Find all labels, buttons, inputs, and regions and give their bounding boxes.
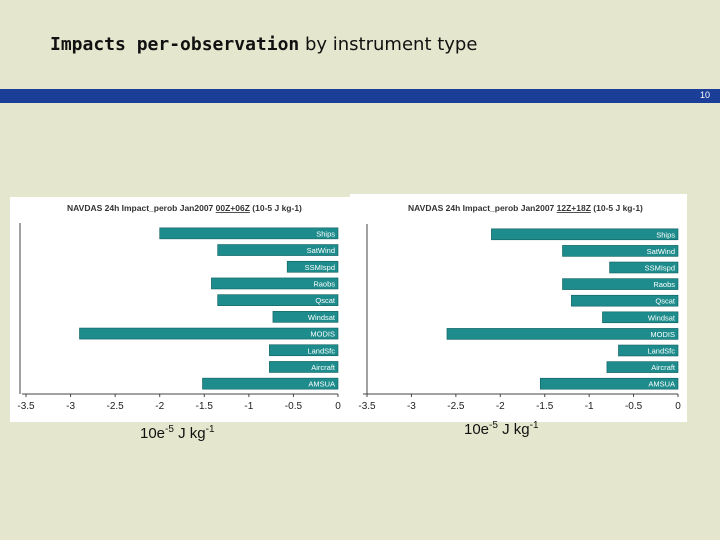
bar-label-qscat: Qscat	[315, 296, 336, 305]
bar-raobs	[211, 277, 339, 290]
chart-panel-00z-06z: NAVDAS 24h Impact_perob Jan2007 00Z+06Z …	[10, 197, 350, 422]
bar-label-ships: Ships	[656, 230, 675, 239]
header-divider-bar	[0, 89, 720, 103]
bar-landsfc	[618, 344, 679, 357]
x-tick-label: -2.5	[447, 401, 465, 412]
bar-label-amsua: AMSUA	[308, 380, 335, 389]
bar-label-qscat: Qscat	[655, 297, 676, 306]
x-unit-label-left: 10e-5 J kg-1	[140, 424, 215, 442]
bar-label-raobs: Raobs	[653, 280, 675, 289]
bar-ships	[491, 228, 679, 241]
x-tick-label: -1	[585, 401, 594, 412]
slide-title: Impacts per-observation by instrument ty…	[50, 34, 477, 56]
x-tick-label: -1.5	[536, 401, 554, 412]
bar-label-landsfc: LandSfc	[307, 346, 335, 355]
x-tick-label: -2.5	[107, 401, 125, 412]
bar-aircraft	[269, 361, 339, 373]
slide-title-bold: Impacts per-observation	[50, 34, 300, 55]
bar-label-amsua: AMSUA	[648, 380, 675, 389]
bar-modis	[79, 327, 339, 340]
bar-label-windsat: Windsat	[308, 313, 336, 322]
bar-qscat	[217, 294, 339, 306]
x-unit-label-right: 10e-5 J kg-1	[464, 420, 539, 438]
x-tick-label: -1	[244, 401, 253, 412]
bar-ssmispd	[286, 260, 339, 273]
chart-title: NAVDAS 24h Impact_perob Jan2007 12Z+18Z …	[408, 203, 643, 213]
x-tick-label: -3	[66, 401, 75, 412]
x-tick-label: -0.5	[625, 401, 643, 412]
bar-amsua	[202, 377, 339, 390]
bar-windsat	[602, 311, 679, 324]
bar-label-ships: Ships	[316, 229, 335, 238]
bar-label-modis: MODIS	[650, 330, 675, 339]
bar-label-modis: MODIS	[310, 330, 335, 339]
bar-label-raobs: Raobs	[313, 279, 335, 288]
bar-label-satwind: SatWind	[307, 246, 335, 255]
x-tick-label: -2	[155, 401, 164, 412]
chart-title: NAVDAS 24h Impact_perob Jan2007 00Z+06Z …	[67, 203, 302, 213]
bar-windsat	[272, 311, 339, 323]
x-tick-label: -3.5	[358, 401, 376, 412]
bar-ssmispd	[609, 261, 679, 274]
x-tick-label: 0	[335, 401, 341, 412]
x-tick-label: -3.5	[17, 401, 35, 412]
bar-label-satwind: SatWind	[647, 247, 675, 256]
bar-aircraft	[606, 361, 679, 373]
chart-00z-06z: NAVDAS 24h Impact_perob Jan2007 00Z+06Z …	[17, 203, 341, 412]
bar-ships	[159, 227, 339, 240]
slide-title-rest: by instrument type	[299, 34, 478, 55]
bar-satwind	[217, 244, 339, 256]
bar-amsua	[539, 377, 679, 390]
x-tick-label: -1.5	[196, 401, 214, 412]
bar-modis	[446, 328, 679, 340]
chart-12z-18z: NAVDAS 24h Impact_perob Jan2007 12Z+18Z …	[358, 203, 681, 412]
bar-satwind	[562, 245, 679, 257]
x-tick-label: -2	[496, 401, 505, 412]
bar-label-ssmispd: SSMIspd	[645, 264, 675, 273]
x-tick-label: -0.5	[285, 401, 303, 412]
bar-label-aircraft: Aircraft	[651, 363, 676, 372]
page-number: 10	[699, 90, 710, 100]
x-tick-label: -3	[407, 401, 416, 412]
chart-panel-12z-18z: NAVDAS 24h Impact_perob Jan2007 12Z+18Z …	[350, 194, 687, 422]
x-tick-label: 0	[675, 401, 681, 412]
bar-label-ssmispd: SSMIspd	[305, 263, 335, 272]
bar-landsfc	[269, 344, 339, 357]
bar-label-aircraft: Aircraft	[311, 363, 336, 372]
bar-label-landsfc: LandSfc	[647, 347, 675, 356]
bar-label-windsat: Windsat	[648, 313, 676, 322]
bar-raobs	[562, 278, 679, 290]
bar-qscat	[571, 294, 679, 307]
